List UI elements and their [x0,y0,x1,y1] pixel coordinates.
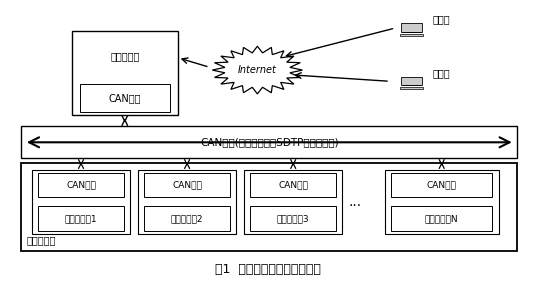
Text: CAN接口: CAN接口 [172,180,202,189]
Bar [32,170,130,234]
Bar [400,77,422,85]
Bar [144,173,230,197]
Text: 被触发设备2: 被触发设备2 [171,214,203,223]
Polygon shape [212,46,302,94]
Bar [250,173,336,197]
Bar [144,206,230,231]
Text: CAN接口: CAN接口 [278,180,308,189]
Text: CAN总线(传输符合总线SDTP协议数据帧): CAN总线(传输符合总线SDTP协议数据帧) [200,137,339,147]
Bar [250,206,336,231]
Bar [138,170,236,234]
Bar [391,173,493,197]
Bar [72,31,178,115]
Bar [38,173,124,197]
Bar [21,126,517,158]
Text: 控制台: 控制台 [433,68,450,78]
Text: CAN接口: CAN接口 [427,180,457,189]
Text: ···: ··· [349,199,362,213]
Bar [244,170,343,234]
Text: 网络触发源: 网络触发源 [110,51,139,61]
Text: 图1  多支点触发系统结构框图: 图1 多支点触发系统结构框图 [215,263,321,276]
Bar [80,84,170,112]
Bar [21,163,517,251]
Bar [399,87,423,89]
Text: 被触发模块: 被触发模块 [27,235,56,245]
Text: 被触发设备1: 被触发设备1 [65,214,98,223]
Text: CAN接口: CAN接口 [66,180,96,189]
Text: 被触发设备3: 被触发设备3 [277,214,309,223]
Bar [391,206,493,231]
Bar [400,23,422,32]
Bar [399,34,423,36]
Text: 控制台: 控制台 [433,15,450,25]
Text: 被触发设备N: 被触发设备N [425,214,458,223]
Bar [38,206,124,231]
Text: Internet: Internet [238,65,277,75]
Text: CAN接口: CAN接口 [108,93,141,103]
Bar [385,170,498,234]
